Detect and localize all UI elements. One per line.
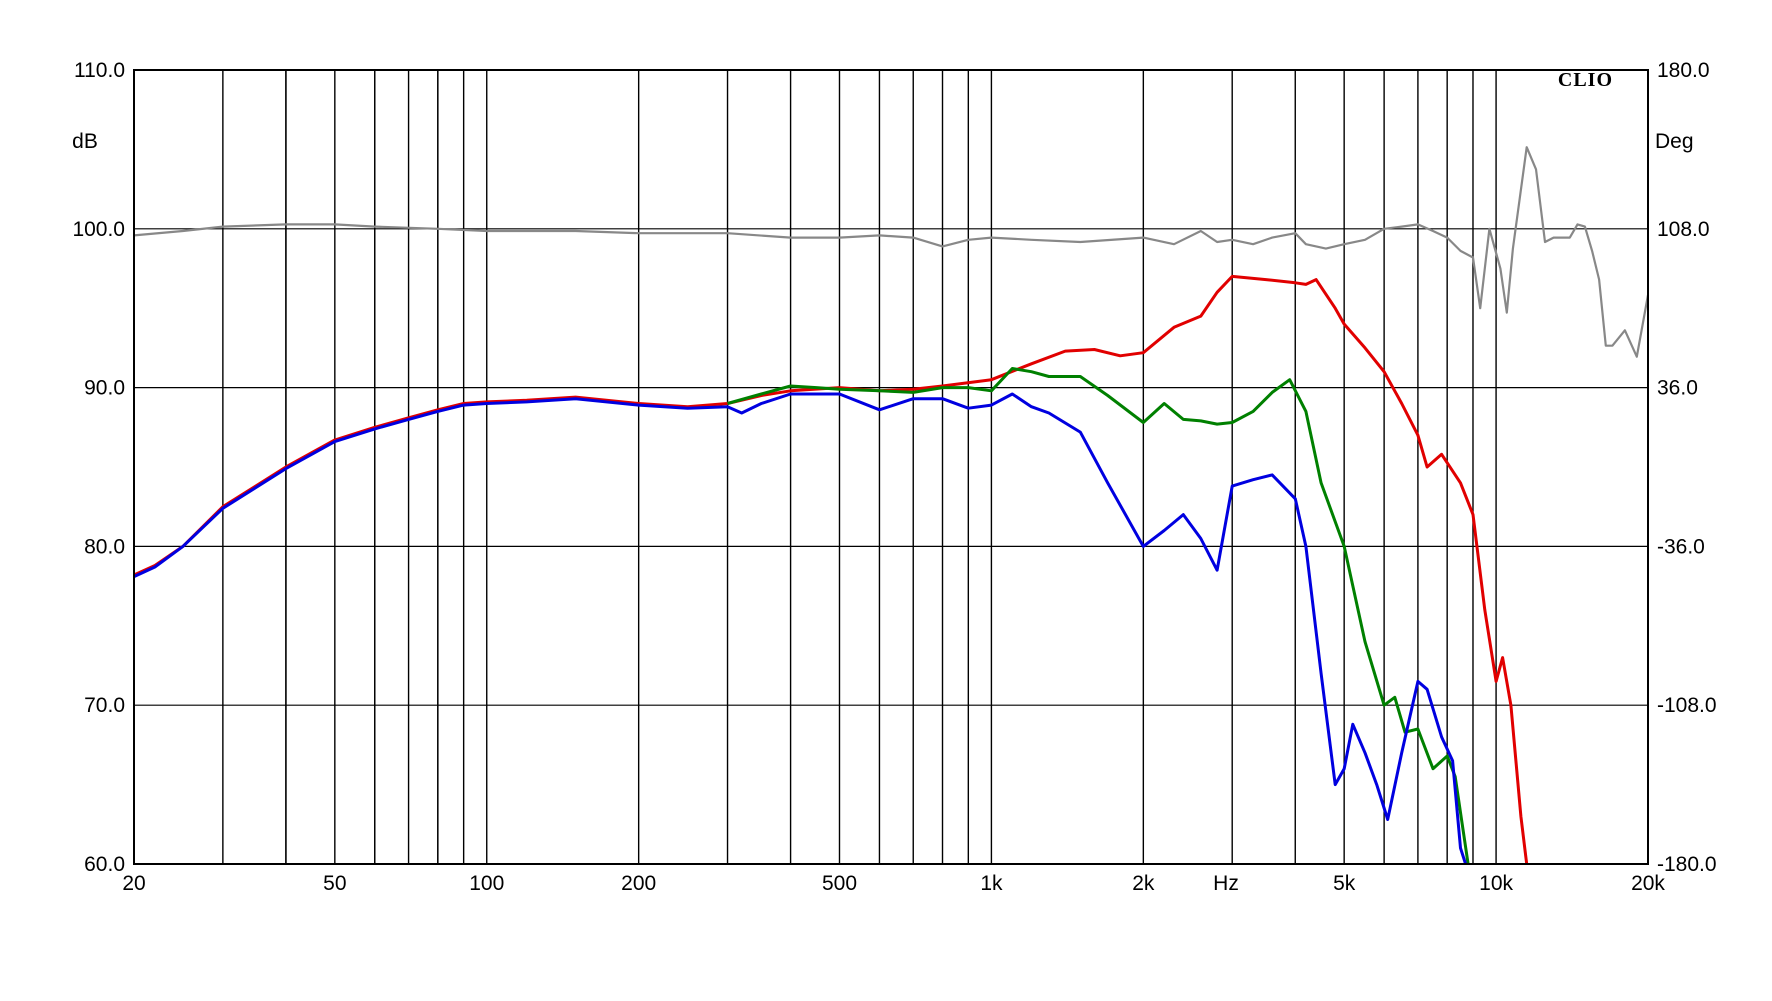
y-tick-right: 180.0: [1657, 59, 1710, 82]
y-tick-left: 110.0: [74, 59, 125, 82]
y-tick-left: 70.0: [84, 694, 125, 717]
axis-labels: 60.0 70.0 80.0 90.0 100.0 110.0 -180.0 -108.0 -3…: [72, 59, 1716, 895]
y-tick-right: 108.0: [1657, 218, 1710, 241]
y-tick-left: 80.0: [84, 535, 125, 558]
y-tick-right: 36.0: [1657, 377, 1698, 400]
plot-frame: [133, 69, 1649, 865]
series-line-3: [727, 367, 1470, 865]
y-tick-right: -108.0: [1657, 694, 1717, 717]
series-line-2: [133, 274, 1529, 865]
plot-border: [133, 69, 1649, 865]
x-tick: 100: [469, 872, 504, 895]
x-tick: 500: [822, 872, 857, 895]
x-tick: 20: [122, 872, 145, 895]
y-tick-left: 100.0: [72, 218, 125, 241]
x-tick: 50: [323, 872, 346, 895]
y-tick-left: 60.0: [84, 853, 125, 876]
x-tick: 5k: [1333, 872, 1356, 895]
series-layer: [133, 146, 1650, 865]
brand-logo: CLIO: [1558, 69, 1613, 91]
series-line-1: [133, 146, 1650, 358]
y-tick-right: -36.0: [1657, 535, 1705, 558]
grid: [133, 69, 1649, 865]
x-axis-label: Hz: [1213, 872, 1239, 895]
series-line-4: [133, 392, 1468, 865]
x-tick: 2k: [1132, 872, 1155, 895]
x-tick: 200: [621, 872, 656, 895]
y-tick-left: 90.0: [84, 377, 125, 400]
x-tick: 1k: [980, 872, 1003, 895]
x-tick: 20k: [1631, 872, 1665, 895]
y-axis-left-label: dB: [72, 130, 98, 153]
x-tick: 10k: [1479, 872, 1513, 895]
y-axis-right-label: Deg: [1655, 130, 1694, 153]
y-tick-right: -180.0: [1657, 853, 1717, 876]
